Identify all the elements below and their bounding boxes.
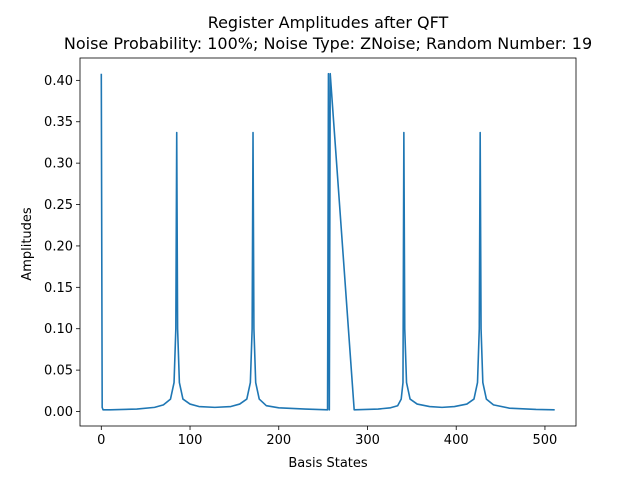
chart-title: Register Amplitudes after QFT <box>208 13 449 32</box>
y-tick-label-1: 0.05 <box>44 364 73 379</box>
series-line-0 <box>100 72 555 411</box>
y-tick-label-6: 0.30 <box>44 157 73 172</box>
plot-area: 0 100 200 300 400 500 0.00 0.05 0.10 0.15 0.20 0.25… <box>44 57 577 448</box>
y-tick-label-0: 0.00 <box>44 405 73 420</box>
x-axis-label: Basis States <box>288 456 368 471</box>
y-tick-label-4: 0.20 <box>44 239 73 254</box>
y-tick-label-8: 0.40 <box>44 74 73 89</box>
axes-frame <box>79 57 577 427</box>
x-tick-label-3: 300 <box>355 433 380 448</box>
y-axis-label: Amplitudes <box>20 207 35 281</box>
x-tick-label-0: 0 <box>97 433 105 448</box>
x-tick-label-1: 100 <box>178 433 203 448</box>
y-tick-label-2: 0.10 <box>44 322 73 337</box>
y-tick-label-3: 0.15 <box>44 281 73 296</box>
y-tick-label-7: 0.35 <box>44 115 73 130</box>
y-tick-label-5: 0.25 <box>44 198 73 213</box>
x-tick-label-4: 400 <box>444 433 469 448</box>
x-tick-label-5: 500 <box>533 433 558 448</box>
x-tick-label-2: 200 <box>266 433 291 448</box>
chart-subtitle: Noise Probability: 100%; Noise Type: ZNo… <box>64 34 592 53</box>
